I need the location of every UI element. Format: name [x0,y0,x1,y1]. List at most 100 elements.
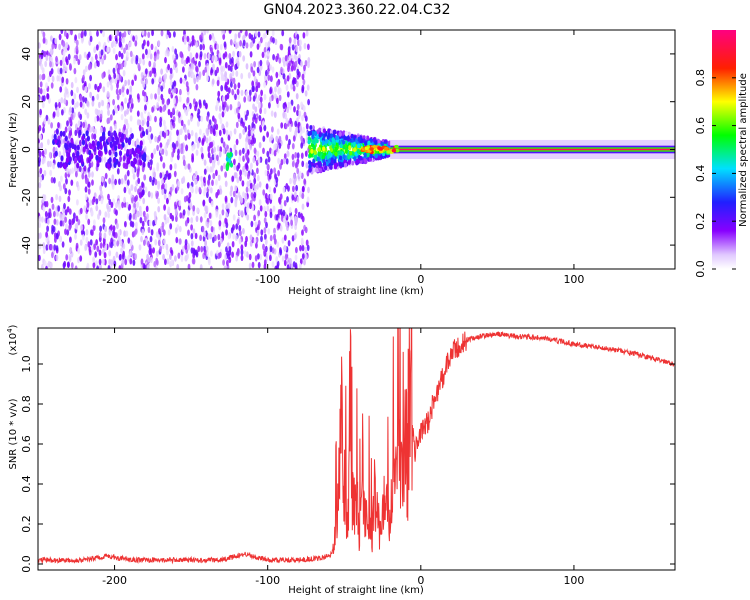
heat-cell [70,262,74,269]
heat-cell [217,189,220,196]
heat-cell [342,139,346,145]
heat-cell [120,63,124,70]
heat-cell [47,212,51,219]
heat-cell [179,128,183,135]
heat-cell [208,34,212,41]
heat-cell [242,121,245,128]
heat-cell [93,219,96,226]
heat-cell [120,178,124,185]
heat-cell [177,252,181,259]
colorbar-label: Normalized spectral amplitude [738,73,749,227]
heat-cell [369,138,373,143]
heat-cell [270,168,273,175]
heat-cell [296,68,300,76]
heat-cell [86,100,89,107]
heat-cell [190,247,194,254]
heat-cell [213,129,216,136]
heat-cell [300,142,304,149]
heat-cell [366,152,370,158]
heat-cell [77,247,81,254]
x-tick-label: 0 [417,574,424,587]
heat-cell [278,57,282,64]
heat-cell [319,168,323,173]
heat-cell [150,159,153,166]
heat-cell [122,155,126,162]
heat-cell [222,53,226,60]
heat-cell [138,57,142,65]
heat-cell [264,41,268,49]
heat-cell [257,157,261,164]
heat-cell [282,73,286,80]
heat-cell [78,165,82,173]
heat-cell [210,250,213,257]
heat-cell [150,133,154,140]
heat-cell [196,141,200,148]
heat-cell [175,215,178,222]
heat-cell [150,43,154,50]
heat-cell [168,31,172,39]
heat-cell [305,123,309,130]
heat-cell [230,227,234,234]
heat-cell [94,128,97,135]
heat-cell [191,156,195,163]
heat-cell [113,162,117,168]
heat-cell [293,233,297,240]
heat-cell [109,79,113,86]
heat-cell [74,265,78,269]
heat-cell [317,147,321,152]
heat-cell [256,183,259,190]
heat-cell [147,256,151,263]
heat-cell [223,162,226,170]
heat-cell [132,35,136,42]
heat-cell [244,240,248,247]
heat-cell [101,72,105,79]
heat-cell [259,205,263,212]
heat-cell [226,259,229,267]
heat-cell [206,70,209,78]
heat-cell [158,228,161,235]
heat-cell [180,147,184,154]
heat-cell [191,257,195,265]
heat-cell [168,130,172,137]
heat-cell [140,258,144,265]
heat-cell [342,130,346,136]
heat-cell [143,30,147,37]
heat-cell [159,172,163,179]
heat-cell [79,239,83,246]
heat-cell [298,110,302,117]
heat-cell [83,81,87,88]
heat-cell [59,86,63,93]
heat-cell [62,262,66,269]
heat-cell [350,134,354,139]
heat-cell [64,142,68,149]
heat-cell [169,111,173,119]
heat-cell [206,30,209,34]
heat-cell [263,124,267,132]
heat-cell [395,148,400,153]
heat-cell [99,263,102,269]
heat-cell [269,211,273,219]
heat-cell [58,43,61,51]
heat-cell [110,259,114,266]
heat-cell [122,70,126,77]
heat-cell [245,186,249,193]
heat-cell [202,43,206,51]
heat-cell [206,115,209,122]
heat-cell [267,228,271,235]
heat-cell [109,126,113,133]
heat-cell [60,30,64,34]
heat-cell [249,144,253,151]
heat-cell [42,242,46,249]
heat-cell [208,136,212,143]
heat-cell [303,64,306,72]
heat-cell [99,184,103,192]
heat-cell [99,242,103,249]
colorbar-tick-label: 0.4 [694,165,707,183]
heat-cell [294,191,297,198]
heat-cell [258,114,262,122]
heat-cell [91,100,95,107]
heat-cell [53,177,56,184]
heat-cell [113,241,117,248]
heat-cell [79,255,83,262]
heat-cell [188,191,192,199]
